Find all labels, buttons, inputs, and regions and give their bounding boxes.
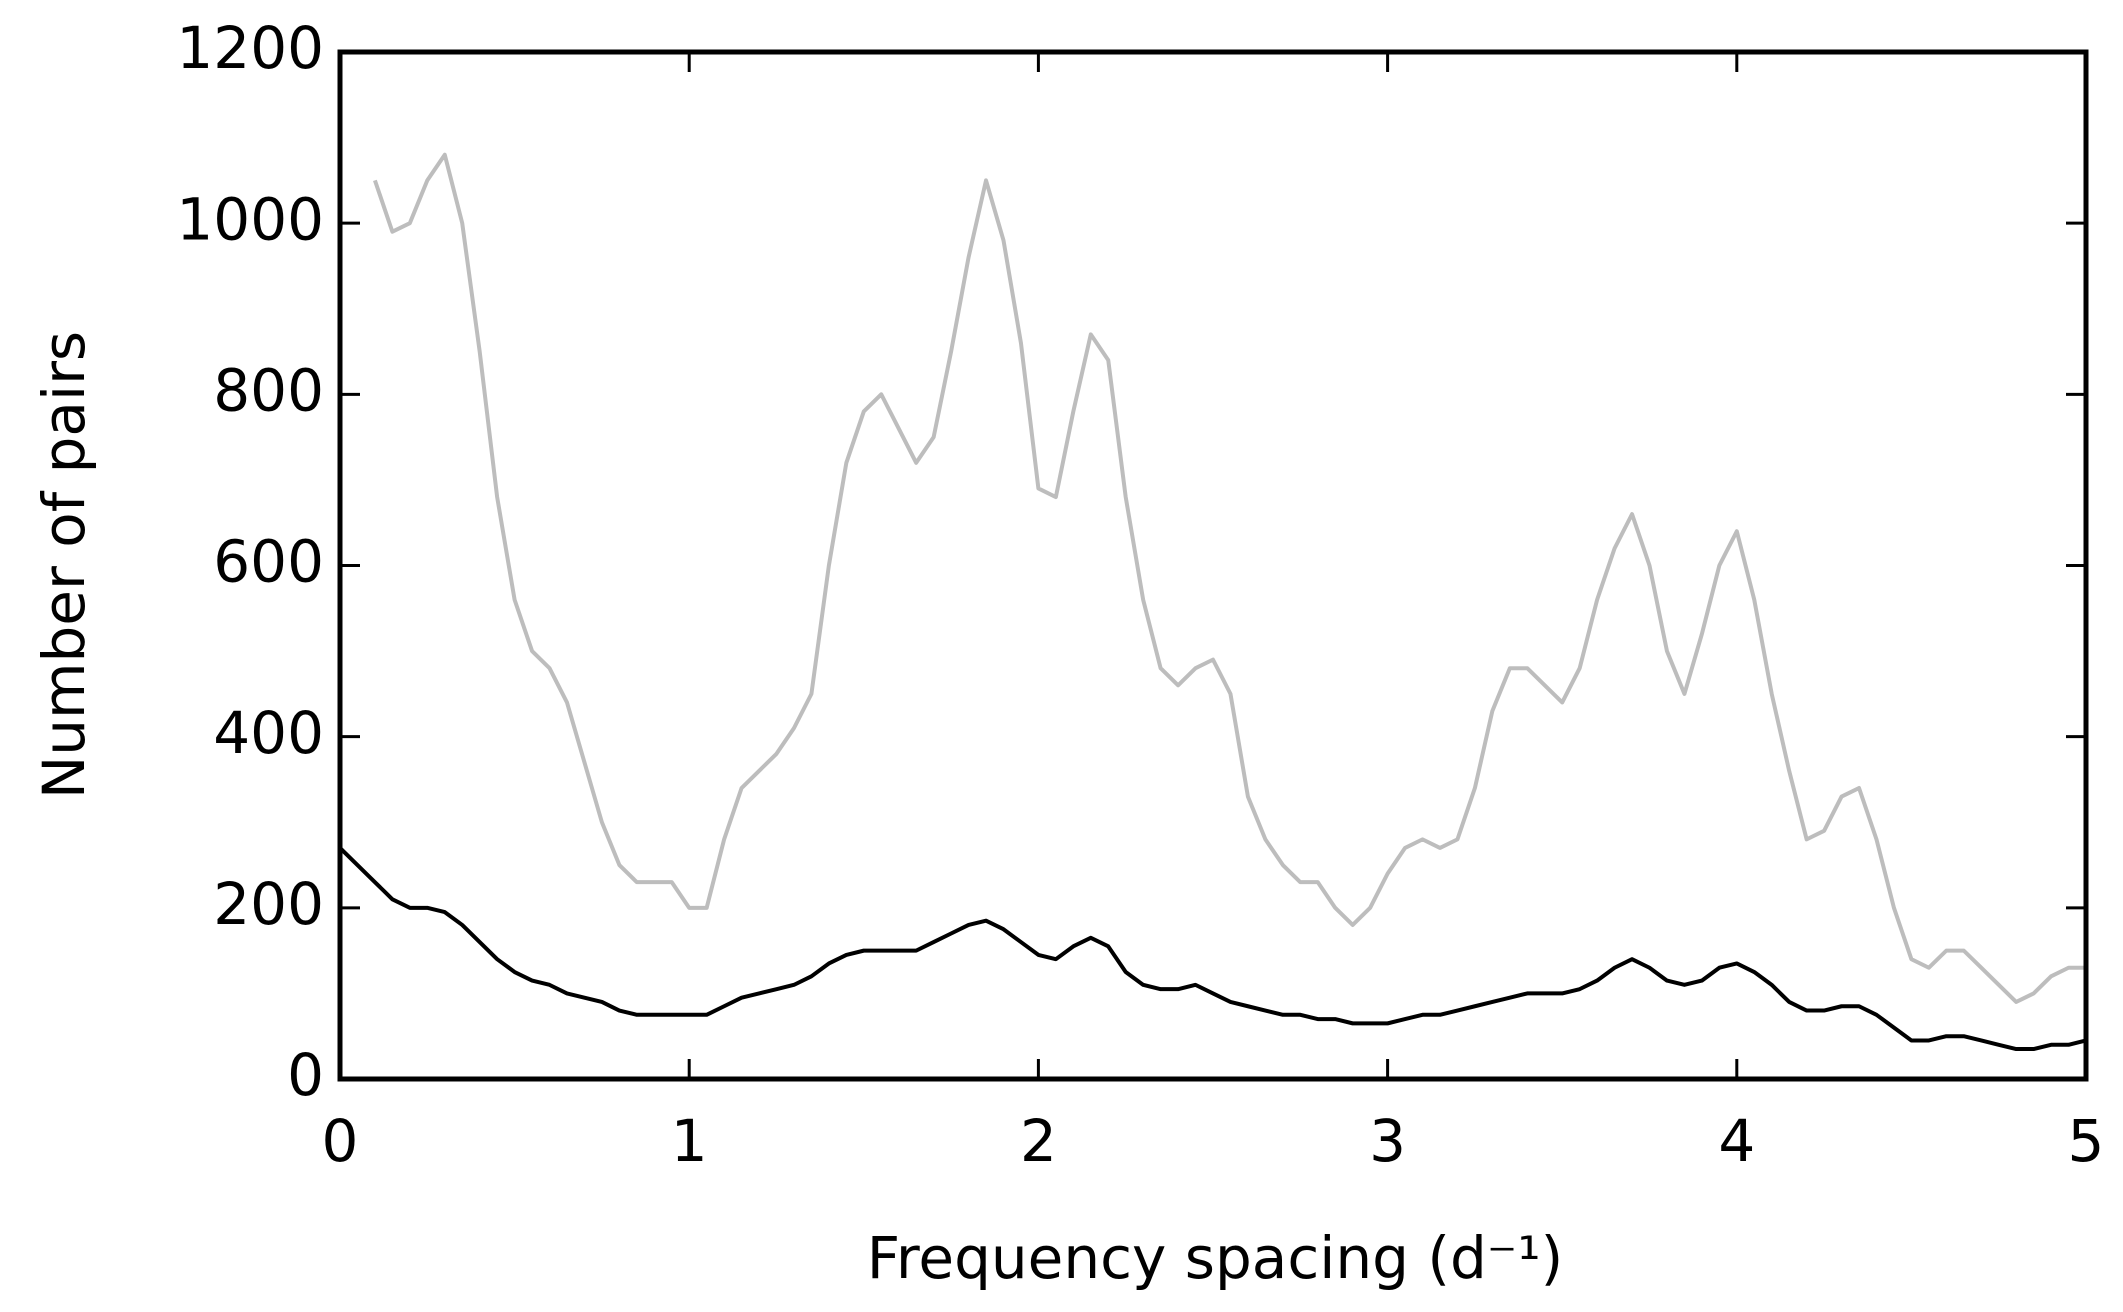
x-tick-label: 0 xyxy=(322,1107,359,1175)
y-tick-label: 600 xyxy=(213,528,324,596)
y-tick-label: 400 xyxy=(213,699,324,767)
x-tick-label: 4 xyxy=(1718,1107,1755,1175)
x-tick-label: 2 xyxy=(1020,1107,1057,1175)
y-axis-label: Number of pairs xyxy=(30,331,98,799)
plot-frame xyxy=(337,49,2089,1082)
y-tick-label: 800 xyxy=(213,356,324,424)
y-tick-label: 200 xyxy=(213,870,324,938)
y-tick-label: 1000 xyxy=(176,185,324,253)
y-tick-label: 0 xyxy=(287,1041,324,1109)
x-tick-label: 5 xyxy=(2068,1107,2105,1175)
x-tick-label: 1 xyxy=(671,1107,708,1175)
data-line xyxy=(340,846,2086,1052)
y-tick-label: 1200 xyxy=(176,14,324,82)
x-tick-label: 3 xyxy=(1369,1107,1406,1175)
data-line xyxy=(373,152,2086,1004)
x-axis-label: Frequency spacing (d⁻¹) xyxy=(867,1224,1564,1292)
